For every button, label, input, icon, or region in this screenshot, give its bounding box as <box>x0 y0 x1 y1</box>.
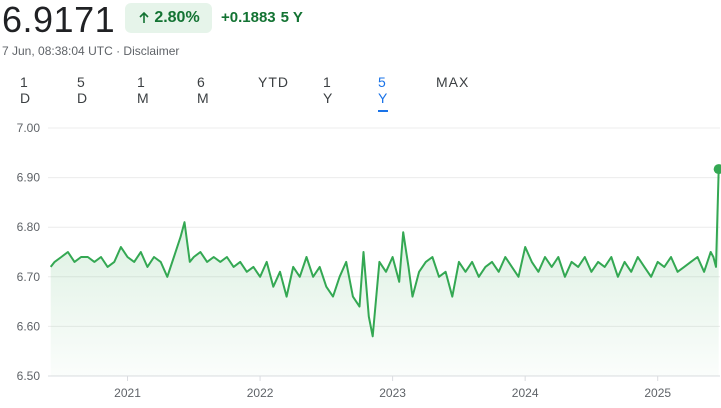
price-line <box>49 169 720 338</box>
range-tab-6m[interactable]: 6 M <box>197 74 210 106</box>
range-tab-ytd[interactable]: YTD <box>258 74 289 90</box>
y-tick-label: 6.60 <box>17 319 41 333</box>
y-tick-label: 6.90 <box>17 171 41 185</box>
current-price: 6.9171 <box>2 0 116 40</box>
x-tick-label: 2024 <box>512 386 539 400</box>
range-tab-1m[interactable]: 1 M <box>137 74 150 106</box>
y-tick-label: 6.80 <box>17 220 41 234</box>
y-tick-label: 7.00 <box>17 121 41 135</box>
price-chart: 7.00 6.90 6.80 6.70 6.60 6.50 2021 2022 2023 202… <box>17 121 721 400</box>
timestamp-line: 7 Jun, 08:38:04 UTC · Disclaimer <box>2 44 179 58</box>
change-percent-badge: 2.80% <box>125 3 212 33</box>
y-tick-label: 6.70 <box>17 270 41 284</box>
range-tab-1d[interactable]: 1 D <box>20 74 32 106</box>
range-tab-5d[interactable]: 5 D <box>77 74 89 106</box>
change-absolute-value: +0.1883 <box>221 9 276 26</box>
x-tick-label: 2021 <box>114 386 141 400</box>
separator: · <box>116 44 121 58</box>
change-period: 5 Y <box>280 9 303 26</box>
price-area-fill <box>50 169 719 376</box>
last-price-dot[interactable] <box>713 164 721 175</box>
disclaimer-link[interactable]: Disclaimer <box>123 44 180 58</box>
change-absolute: +0.1883 5 Y <box>221 9 308 26</box>
range-tab-1y[interactable]: 1 Y <box>323 74 334 106</box>
x-tick-label: 2023 <box>379 386 406 400</box>
x-tick-label: 2022 <box>247 386 274 400</box>
range-tab-max[interactable]: MAX <box>436 74 470 90</box>
arrow-up-icon <box>139 11 149 23</box>
x-tick-label: 2025 <box>644 386 671 400</box>
range-tab-5y[interactable]: 5 Y <box>378 74 389 112</box>
y-tick-label: 6.50 <box>17 369 41 383</box>
change-percent-value: 2.80% <box>154 9 200 26</box>
timestamp: 7 Jun, 08:38:04 UTC <box>2 44 113 58</box>
